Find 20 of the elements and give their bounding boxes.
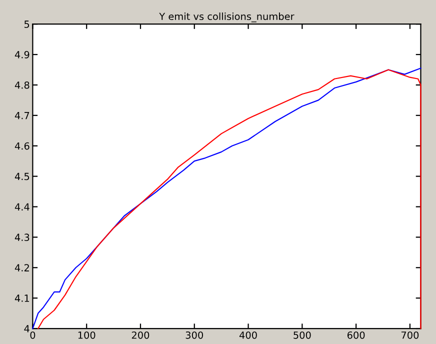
y-tick-label: 4.8 — [14, 81, 30, 89]
y-tick-label: 4.4 — [14, 203, 30, 210]
x-tick-label: 600 — [347, 331, 365, 339]
y-tick-label: 4.2 — [14, 264, 29, 272]
x-tick-label: 700 — [401, 331, 419, 339]
x-tick-label: 300 — [186, 331, 204, 339]
x-tick-label: 0 — [30, 331, 36, 339]
y-tick-label: 4.3 — [14, 234, 30, 242]
chart-title: Y emit vs collisions_number — [159, 12, 294, 22]
x-tick-label: 200 — [132, 331, 150, 339]
y-tick-label: 4.6 — [14, 142, 30, 150]
y-tick-label: 4 — [24, 325, 30, 332]
y-tick-label: 5 — [24, 20, 30, 28]
y-tick-label: 4.9 — [14, 51, 30, 58]
y-tick-label: 4.7 — [14, 112, 30, 120]
x-tick-label: 400 — [239, 331, 257, 339]
y-tick-label: 4.1 — [14, 294, 30, 302]
x-tick-label: 500 — [294, 331, 311, 339]
y-tick-label: 4.5 — [14, 172, 30, 180]
x-tick-label: 100 — [78, 331, 96, 339]
